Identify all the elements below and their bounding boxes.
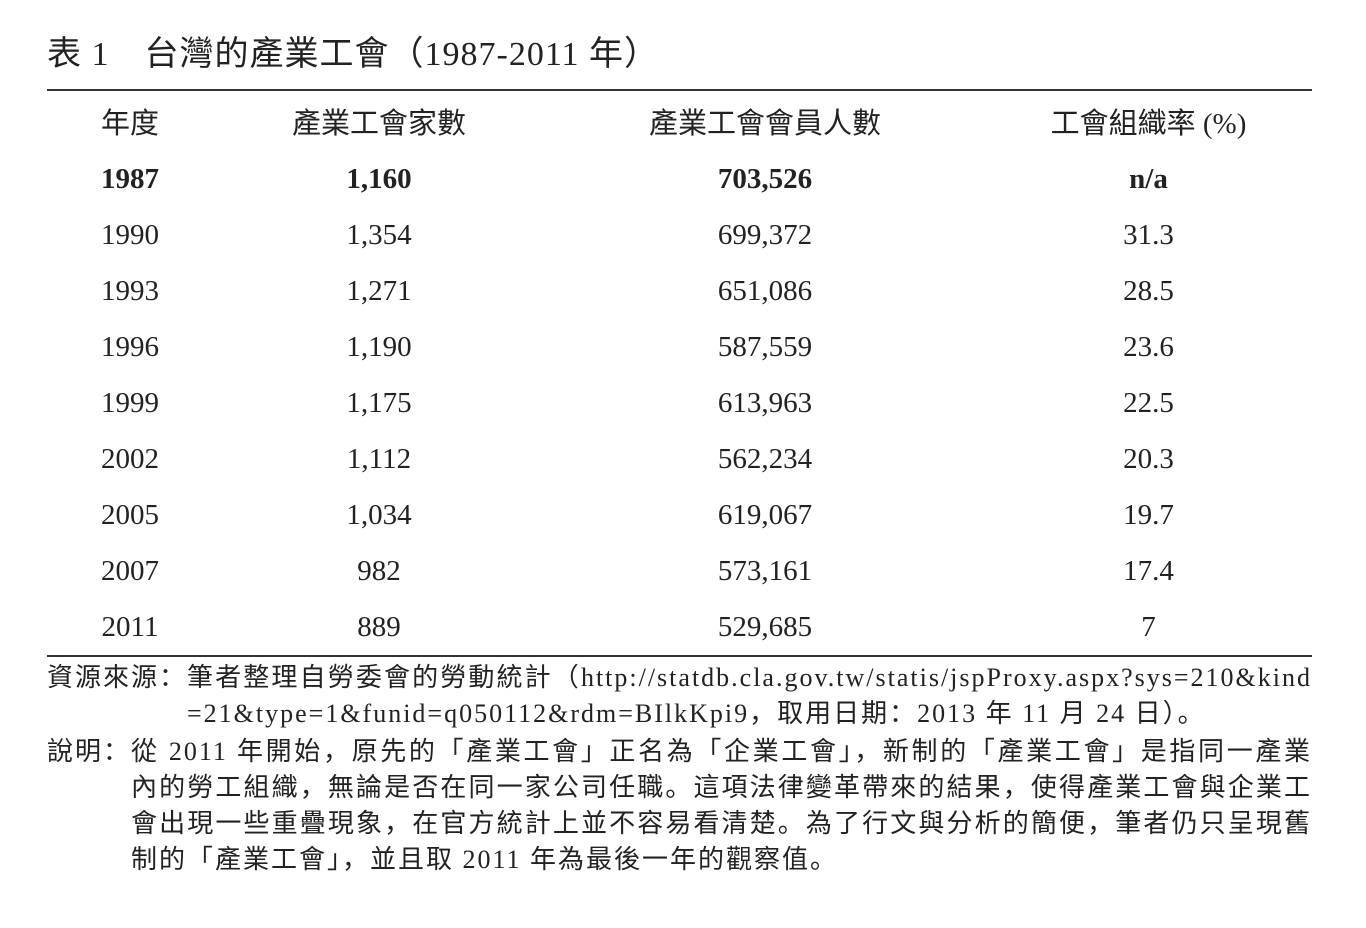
table-cell: 23.6 [1123, 330, 1174, 363]
column-header: 年度 [100, 108, 159, 140]
table-cell: 1,190 [346, 330, 412, 363]
table-cell: 7 [1141, 610, 1156, 643]
table-cell: 2011 [101, 610, 159, 643]
note: 資源來源： 筆者整理自勞委會的勞動統計（http://statdb.cla.gov… [47, 660, 1312, 732]
table-cell: 562,234 [717, 442, 813, 475]
table-cell: 982 [357, 554, 401, 587]
table-cell: 20.3 [1123, 442, 1174, 475]
notes: 資源來源： 筆者整理自勞委會的勞動統計（http://statdb.cla.gov… [47, 660, 1312, 880]
table-cell: 1993 [101, 274, 159, 307]
table-cell: 1990 [101, 218, 159, 251]
table-row: 1993 1,271 651,086 28.5 [47, 263, 1312, 319]
table-row: 1999 1,175 613,963 22.5 [47, 375, 1312, 431]
table-cell: 2005 [101, 498, 159, 531]
data-table: 年度 產業工會家數 產業工會會員人數 工會組織率 (%) 1987 1,160 703,5… [47, 89, 1312, 657]
table-cell: 619,067 [717, 498, 813, 531]
table-title: 表 1 台灣的產業工會（1987-2011 年） [47, 36, 660, 73]
column-header: 工會組織率 (%) [1050, 108, 1247, 140]
table-cell: n/a [1129, 162, 1168, 195]
table-cell: 1999 [101, 386, 159, 419]
note: 說明：從 2011 年開始，原先的「產業工會」正名為「企業工會」，新制的「產業工… [47, 734, 1312, 878]
table-cell: 1,271 [346, 274, 412, 307]
table-cell: 1,160 [346, 162, 412, 195]
table-cell: 529,685 [717, 610, 813, 643]
table-row: 2007 982 573,161 17.4 [47, 543, 1312, 599]
column-header: 產業工會家數 [291, 108, 466, 140]
table-cell: 31.3 [1123, 218, 1174, 251]
note-text: 從 2011 年開始，原先的「產業工會」正名為「企業工會」，新制的「產業工會」是… [131, 737, 1312, 874]
header-row: 年度 產業工會家數 產業工會會員人數 工會組織率 (%) [47, 90, 1312, 151]
table-cell: 1,175 [346, 386, 412, 419]
table-cell: 1987 [101, 162, 159, 195]
table-row: 2002 1,112 562,234 20.3 [47, 431, 1312, 487]
table-row: 1987 1,160 703,526 n/a [47, 151, 1312, 207]
table-cell: 587,559 [717, 330, 813, 363]
table-cell: 17.4 [1123, 554, 1174, 587]
table-cell: 19.7 [1123, 498, 1174, 531]
table-cell: 1996 [101, 330, 159, 363]
table-cell: 1,112 [346, 442, 412, 475]
table-cell: 699,372 [717, 218, 813, 251]
column-header: 產業工會會員人數 [648, 108, 881, 140]
table-row: 2005 1,034 619,067 19.7 [47, 487, 1312, 543]
note-label: 說明： [47, 737, 132, 766]
table-row: 2011 889 529,685 7 [47, 599, 1312, 656]
note-label: 資源來源： [47, 663, 188, 692]
table-cell: 613,963 [717, 386, 813, 419]
table-cell: 1,034 [346, 498, 412, 531]
table-cell: 22.5 [1123, 386, 1174, 419]
note-text: 筆者整理自勞委會的勞動統計（http://statdb.cla.gov.tw/s… [187, 663, 1312, 728]
table-cell: 28.5 [1123, 274, 1174, 307]
table-cell: 889 [357, 610, 401, 643]
table-cell: 651,086 [717, 274, 813, 307]
table-row: 1990 1,354 699,372 31.3 [47, 207, 1312, 263]
table-cell: 1,354 [346, 218, 412, 251]
table-body: 1987 1,160 703,526 n/a 1990 1,354 699,372 31.3 1… [47, 151, 1312, 656]
table-cell: 2007 [101, 554, 159, 587]
table-row: 1996 1,190 587,559 23.6 [47, 319, 1312, 375]
table-cell: 703,526 [717, 162, 813, 195]
table-cell: 573,161 [717, 554, 813, 587]
table-cell: 2002 [101, 442, 159, 475]
